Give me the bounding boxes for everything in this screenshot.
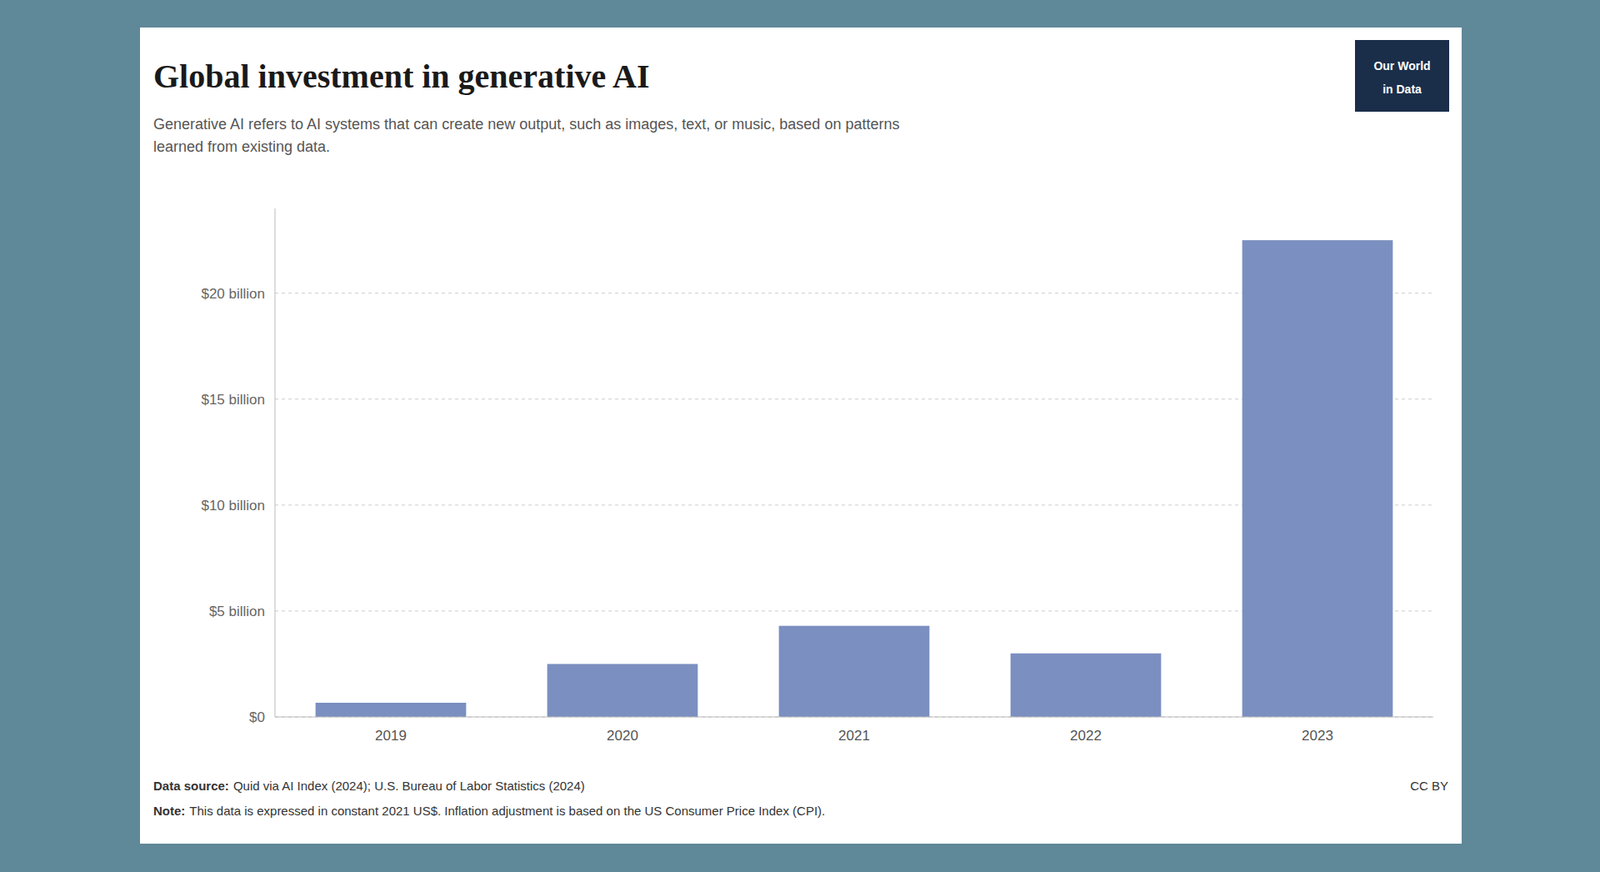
footnote-text: This data is expressed in constant 2021 … [189, 803, 825, 818]
grid-line [275, 716, 1434, 718]
y-tick-label: $0 [249, 709, 265, 725]
x-tick-label: 2021 [838, 727, 870, 744]
footnote: Note: This data is expressed in constant … [153, 803, 825, 818]
footnote: Data source:Quid via AI Index (2024); U.… [153, 778, 585, 793]
chart-root: Global investment in generative AI Genera… [0, 0, 1600, 872]
bars [315, 240, 1394, 717]
bar [315, 702, 467, 717]
footnote-label: Data source: [153, 778, 230, 793]
title: Global investment in generative AI [153, 57, 650, 95]
y-tick-label: $15 billion [200, 391, 265, 408]
y-axis-line [275, 208, 276, 717]
x-axis-line [275, 716, 1434, 718]
x-tick-label: 2023 [1301, 727, 1334, 744]
bar [547, 663, 699, 717]
subtitle-line: Generative AI refers to AI systems that … [153, 115, 900, 133]
footnote-label: Note: [153, 803, 185, 818]
y-tick-label: $20 billion [200, 285, 265, 302]
logo-text: Our World [1373, 59, 1430, 73]
logo-text: in Data [1382, 82, 1422, 96]
panel [140, 27, 1462, 844]
x-tick-label: 2022 [1070, 727, 1102, 744]
footnote-text: Quid via AI Index (2024); U.S. Bureau of… [233, 778, 585, 793]
bar [1010, 653, 1162, 717]
bar [779, 625, 930, 717]
bar [1242, 240, 1394, 717]
x-tick-label: 2020 [606, 727, 639, 744]
x-tick-label: 2019 [375, 727, 407, 744]
license: CC BY [1410, 778, 1449, 793]
logo-box [1355, 40, 1450, 112]
y-tick-label: $10 billion [200, 497, 265, 514]
subtitle: Generative AI refers to AI systems that … [153, 115, 900, 155]
subtitle-line: learned from existing data. [153, 138, 330, 155]
y-tick-label: $5 billion [209, 603, 265, 620]
